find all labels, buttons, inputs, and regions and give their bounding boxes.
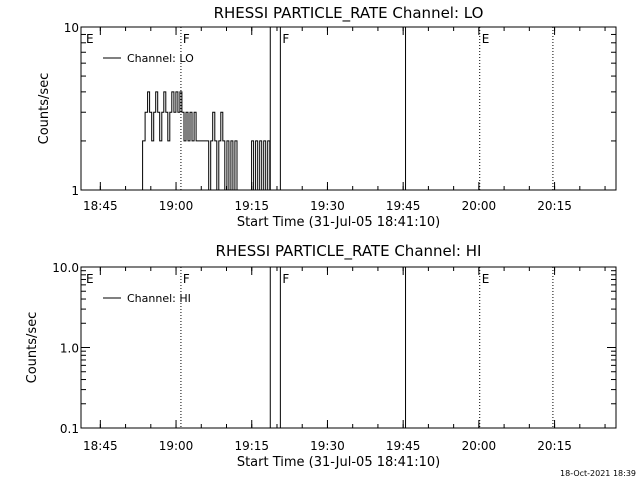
chart-title: RHESSI PARTICLE_RATE Channel: LO <box>214 4 484 23</box>
x-tick-label: 18:45 <box>83 439 118 453</box>
x-tick-label: 20:15 <box>537 199 572 213</box>
y-axis-label: Counts/sec <box>25 312 40 384</box>
event-marker-label: F <box>183 32 190 46</box>
x-tick-label: 20:00 <box>462 439 497 453</box>
x-tick-label: 19:30 <box>310 439 345 453</box>
panel-hi: RHESSI PARTICLE_RATE Channel: HI 18:45 19:… <box>25 242 617 470</box>
x-tick-label: 19:00 <box>159 439 194 453</box>
x-tick-label: 19:45 <box>386 439 421 453</box>
y-tick-label: 10 <box>64 21 79 35</box>
y-tick-label: 1 <box>71 184 79 198</box>
footer-timestamp: 18-Oct-2021 18:39 <box>560 469 636 478</box>
y-tick-label: 0.1 <box>60 422 79 436</box>
legend-label: Channel: LO <box>127 52 194 65</box>
event-marker-label: F <box>183 272 190 286</box>
x-tick-label: 20:15 <box>537 439 572 453</box>
x-tick-label: 19:00 <box>159 199 194 213</box>
chart-title: RHESSI PARTICLE_RATE Channel: HI <box>216 242 482 261</box>
event-marker-label: E <box>86 272 94 286</box>
y-tick-label: 10.0 <box>52 261 79 275</box>
x-axis-label: Start Time (31-Jul-05 18:41:10) <box>237 455 440 470</box>
event-marker-label: F <box>282 272 289 286</box>
x-tick-label: 19:30 <box>310 199 345 213</box>
x-tick-label: 20:00 <box>462 199 497 213</box>
y-axis-label: Counts/sec <box>37 73 52 145</box>
event-marker-label: E <box>482 32 490 46</box>
panel-lo: RHESSI PARTICLE_RATE Channel: LO 18:45 19:… <box>37 4 617 230</box>
plot-frame <box>80 26 617 191</box>
event-marker-label: E <box>482 272 490 286</box>
event-marker-label: F <box>282 32 289 46</box>
x-tick-label: 18:45 <box>83 199 118 213</box>
legend-label: Channel: HI <box>127 292 191 305</box>
series-line-channel-lo <box>142 91 271 191</box>
x-tick-label: 19:15 <box>234 439 269 453</box>
x-tick-label: 19:45 <box>386 199 421 213</box>
x-axis-label: Start Time (31-Jul-05 18:41:10) <box>237 215 440 230</box>
x-tick-label: 19:15 <box>234 199 269 213</box>
y-tick-label: 1.0 <box>60 342 79 356</box>
event-marker-label: E <box>86 32 94 46</box>
